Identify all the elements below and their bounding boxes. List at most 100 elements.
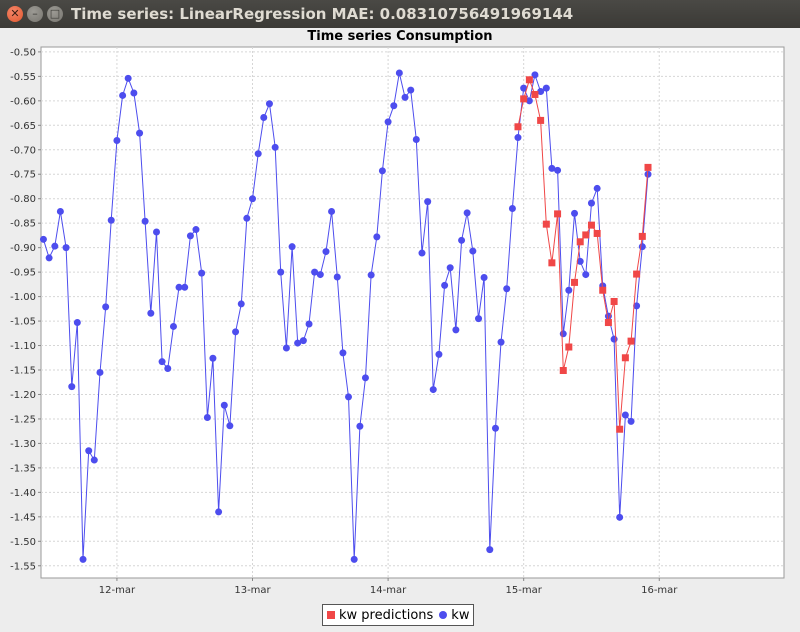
kw-point bbox=[537, 88, 545, 96]
prediction-point bbox=[571, 278, 579, 286]
minimize-window-button[interactable]: – bbox=[27, 6, 43, 22]
prediction-point bbox=[542, 220, 550, 228]
kw-point bbox=[294, 339, 302, 347]
kw-point bbox=[169, 322, 177, 330]
kw-point bbox=[181, 283, 189, 291]
chart-panel: Time series Consumption -0.50 -0.55 -0.60-… bbox=[0, 28, 800, 628]
kw-point bbox=[446, 264, 454, 272]
kw-point bbox=[401, 93, 409, 101]
prediction-point bbox=[548, 259, 556, 267]
kw-point bbox=[333, 273, 341, 281]
kw-point bbox=[85, 447, 93, 455]
kw-point bbox=[232, 328, 240, 336]
y-tick-label: -1.25 bbox=[10, 414, 36, 425]
kw-point bbox=[237, 300, 245, 308]
kw-point bbox=[497, 338, 505, 346]
kw-point bbox=[350, 555, 358, 563]
kw-point bbox=[571, 209, 579, 217]
y-tick-label: -0.55 bbox=[10, 72, 36, 83]
kw-point bbox=[441, 281, 449, 289]
kw-point bbox=[463, 209, 471, 217]
y-tick-label: -0.90 bbox=[10, 243, 36, 254]
prediction-point bbox=[565, 343, 573, 351]
x-axis: 12-mar 13-mar 14-mar 15-mar 16-mar bbox=[99, 578, 678, 596]
kw-point bbox=[644, 170, 652, 178]
kw-point bbox=[542, 84, 550, 92]
prediction-point bbox=[604, 319, 612, 327]
kw-point bbox=[458, 236, 466, 244]
kw-point bbox=[271, 143, 279, 151]
kw-point bbox=[356, 422, 364, 430]
kw-point bbox=[226, 422, 234, 430]
y-tick-label: -0.75 bbox=[10, 170, 36, 181]
kw-point bbox=[215, 508, 223, 516]
kw-point bbox=[384, 118, 392, 126]
prediction-point bbox=[621, 354, 629, 362]
series-line bbox=[42, 72, 649, 560]
kw-point bbox=[424, 198, 432, 206]
kw-point bbox=[390, 102, 398, 110]
kw-point bbox=[96, 368, 104, 376]
window-title: Time series: LinearRegression MAE: 0.083… bbox=[71, 5, 574, 23]
kw-point bbox=[45, 254, 53, 262]
kw-point bbox=[119, 91, 127, 99]
x-tick-label: 12-mar bbox=[99, 585, 136, 596]
kw-point bbox=[260, 113, 268, 121]
kw-point bbox=[141, 217, 149, 225]
kw-point bbox=[576, 257, 584, 265]
x-tick-label: 13-mar bbox=[234, 585, 271, 596]
window-titlebar: ✕ – □ Time series: LinearRegression MAE:… bbox=[0, 0, 800, 28]
prediction-point bbox=[599, 286, 607, 294]
kw-point bbox=[136, 129, 144, 137]
kw-point bbox=[610, 335, 618, 343]
kw-point bbox=[113, 136, 121, 144]
kw-point bbox=[203, 413, 211, 421]
grid-lines bbox=[41, 47, 784, 578]
legend-label-kw-predictions: kw predictions bbox=[339, 607, 434, 623]
kw-point bbox=[621, 411, 629, 419]
y-tick-label: -1.05 bbox=[10, 317, 36, 328]
legend-label-kw: kw bbox=[451, 607, 470, 623]
kw-point bbox=[68, 383, 76, 391]
kw-point bbox=[192, 226, 200, 234]
y-tick-label: -0.70 bbox=[10, 145, 36, 156]
prediction-point bbox=[582, 231, 590, 239]
kw-point bbox=[508, 205, 516, 213]
kw-point bbox=[638, 243, 646, 251]
kw-point bbox=[158, 358, 166, 366]
kw-point bbox=[373, 233, 381, 241]
kw-point bbox=[452, 326, 460, 334]
y-tick-label: -0.80 bbox=[10, 194, 36, 205]
y-tick-label: -1.15 bbox=[10, 366, 36, 377]
circle-marker-icon bbox=[439, 611, 448, 619]
kw-point bbox=[322, 248, 330, 256]
y-tick-label: -0.85 bbox=[10, 219, 36, 230]
prediction-point bbox=[576, 238, 584, 246]
kw-point bbox=[299, 337, 307, 345]
y-tick-label: -1.20 bbox=[10, 390, 36, 401]
prediction-point bbox=[537, 116, 545, 124]
series-kw-predictions bbox=[514, 76, 652, 433]
kw-point bbox=[491, 424, 499, 432]
kw-point bbox=[503, 285, 511, 293]
kw-point bbox=[254, 150, 262, 158]
kw-point bbox=[486, 546, 494, 554]
kw-point bbox=[412, 135, 420, 143]
kw-point bbox=[345, 393, 353, 401]
prediction-point bbox=[559, 366, 567, 374]
kw-point bbox=[554, 166, 562, 174]
kw-point bbox=[582, 271, 590, 279]
x-tick-label: 15-mar bbox=[506, 585, 543, 596]
maximize-window-button[interactable]: □ bbox=[47, 6, 63, 22]
kw-point bbox=[407, 86, 415, 94]
kw-point bbox=[265, 100, 273, 108]
kw-point bbox=[633, 302, 641, 310]
kw-point bbox=[39, 235, 47, 243]
kw-point bbox=[475, 315, 483, 323]
prediction-point bbox=[514, 123, 522, 131]
kw-point bbox=[130, 89, 138, 97]
chart-legend: kw predictions kw bbox=[322, 604, 475, 626]
prediction-point bbox=[633, 270, 641, 278]
kw-point bbox=[616, 513, 624, 521]
close-window-button[interactable]: ✕ bbox=[7, 6, 23, 22]
